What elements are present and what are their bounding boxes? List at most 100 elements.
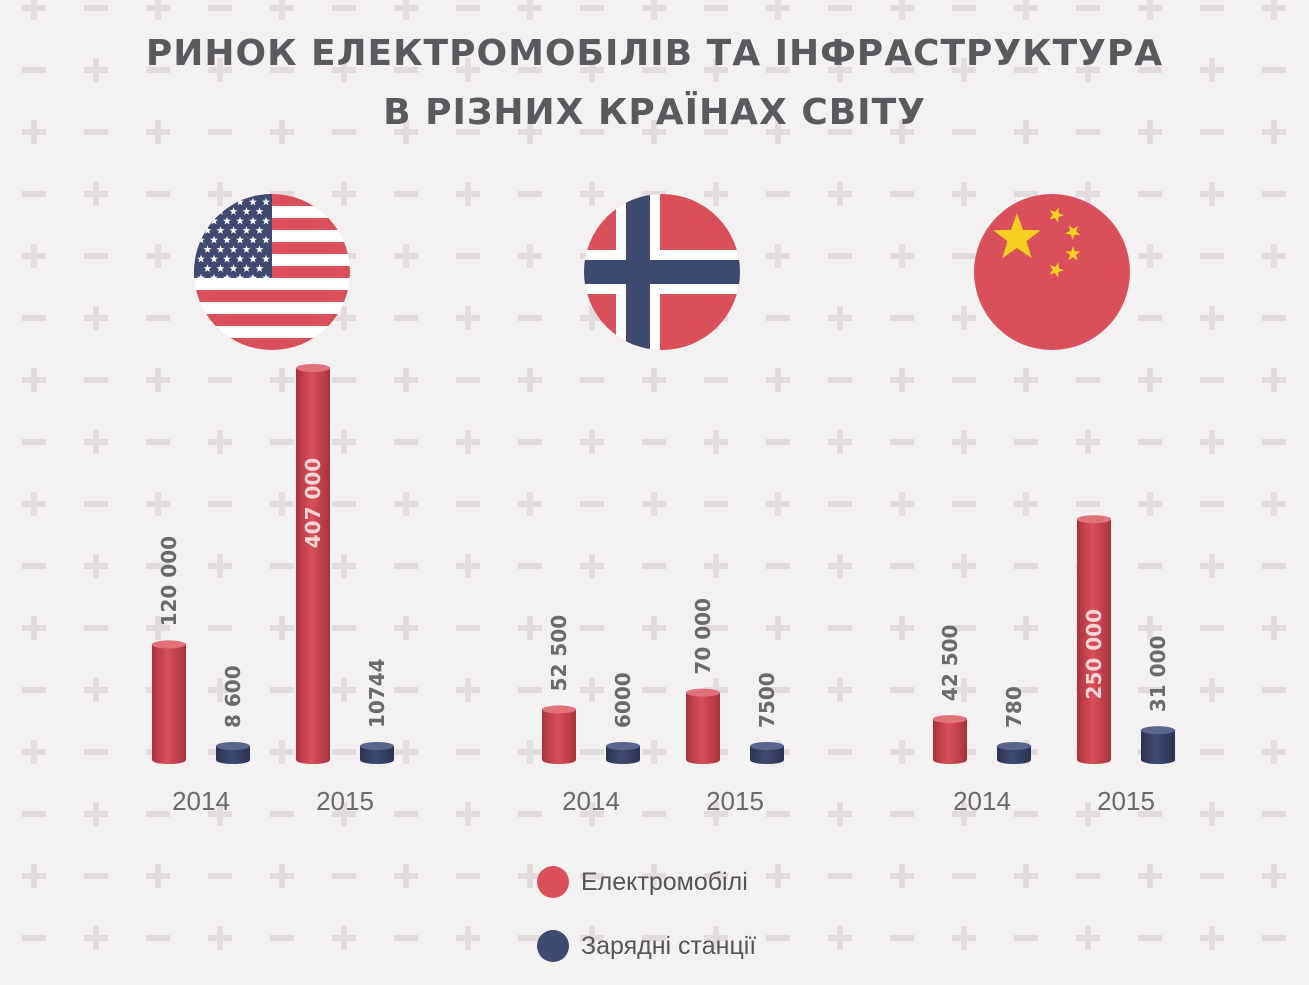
pattern-plus-icon [1014, 864, 1038, 888]
pattern-plus-icon [890, 244, 914, 268]
pattern-plus-icon [270, 368, 294, 392]
pattern-plus-icon [1200, 554, 1224, 578]
pattern-plus-icon [22, 0, 46, 20]
legend-label-ev: Електромобілі [581, 867, 748, 896]
pattern-plus-icon [642, 368, 666, 392]
pattern-plus-icon [704, 926, 728, 950]
pattern-plus-icon [456, 430, 480, 454]
pattern-plus-icon [642, 616, 666, 640]
pattern-plus-icon [1014, 120, 1038, 144]
pattern-plus-icon [84, 306, 108, 330]
year-label: 2015 [316, 786, 374, 816]
norway-flag-icon [584, 194, 740, 350]
pattern-plus-icon [518, 616, 542, 640]
pattern-plus-icon [704, 802, 728, 826]
pattern-plus-icon [22, 244, 46, 268]
pattern-plus-icon [1076, 430, 1100, 454]
pattern-plus-icon [828, 430, 852, 454]
pattern-plus-icon [332, 678, 356, 702]
pattern-plus-icon [146, 864, 170, 888]
pattern-plus-icon [890, 740, 914, 764]
pattern-plus-icon [394, 120, 418, 144]
ev-bar [542, 705, 576, 764]
pattern-plus-icon [952, 182, 976, 206]
pattern-plus-icon [580, 182, 604, 206]
legend-swatch-stations [537, 930, 569, 962]
pattern-plus-icon [1262, 0, 1286, 20]
ev-value-label: 407 000 [301, 458, 325, 548]
pattern-plus-icon [270, 864, 294, 888]
pattern-plus-icon [704, 182, 728, 206]
pattern-plus-icon [22, 616, 46, 640]
stations-bar [1141, 726, 1175, 764]
pattern-plus-icon [22, 492, 46, 516]
pattern-plus-icon [84, 58, 108, 82]
legend-item-ev: Електромобілі [537, 862, 748, 902]
ev-bar [1077, 515, 1111, 764]
pattern-plus-icon [332, 182, 356, 206]
pattern-plus-icon [456, 926, 480, 950]
pattern-plus-icon [518, 244, 542, 268]
pattern-plus-icon [704, 554, 728, 578]
pattern-plus-icon [84, 430, 108, 454]
pattern-plus-icon [270, 120, 294, 144]
ev-bar [933, 715, 967, 764]
pattern-plus-icon [270, 740, 294, 764]
pattern-plus-icon [146, 368, 170, 392]
pattern-plus-icon [1262, 492, 1286, 516]
pattern-plus-icon [394, 492, 418, 516]
pattern-plus-icon [766, 244, 790, 268]
pattern-plus-icon [580, 926, 604, 950]
pattern-plus-icon [952, 306, 976, 330]
pattern-plus-icon [766, 0, 790, 20]
pattern-plus-icon [1200, 802, 1224, 826]
pattern-plus-icon [1014, 0, 1038, 20]
pattern-plus-icon [456, 58, 480, 82]
pattern-plus-icon [642, 864, 666, 888]
pattern-plus-icon [1076, 802, 1100, 826]
stations-value-label: 31 000 [1146, 636, 1170, 713]
pattern-plus-icon [1200, 182, 1224, 206]
year-label: 2014 [953, 786, 1011, 816]
pattern-plus-icon [84, 182, 108, 206]
stations-bar [997, 742, 1031, 764]
pattern-plus-icon [394, 0, 418, 20]
pattern-plus-icon [952, 678, 976, 702]
stations-value-label: 10744 [365, 658, 389, 728]
pattern-plus-icon [828, 802, 852, 826]
pattern-plus-icon [1200, 926, 1224, 950]
pattern-plus-icon [766, 120, 790, 144]
pattern-plus-icon [828, 58, 852, 82]
pattern-plus-icon [766, 864, 790, 888]
pattern-plus-icon [394, 864, 418, 888]
pattern-plus-icon [208, 430, 232, 454]
stations-value-label: 780 [1002, 686, 1026, 728]
chart-title-line-1: РИНОК ЕЛЕКТРОМОБІЛІВ ТА ІНФРАСТРУКТУРА [145, 33, 1164, 74]
pattern-plus-icon [332, 306, 356, 330]
pattern-plus-icon [828, 306, 852, 330]
pattern-plus-icon [1014, 368, 1038, 392]
stations-bar [606, 742, 640, 764]
pattern-plus-icon [642, 740, 666, 764]
pattern-plus-icon [208, 554, 232, 578]
year-label: 2015 [706, 786, 764, 816]
pattern-plus-icon [456, 678, 480, 702]
pattern-plus-icon [84, 678, 108, 702]
pattern-plus-icon [828, 554, 852, 578]
pattern-plus-icon [828, 182, 852, 206]
pattern-plus-icon [828, 678, 852, 702]
pattern-plus-icon [952, 926, 976, 950]
pattern-plus-icon [890, 0, 914, 20]
pattern-plus-icon [642, 0, 666, 20]
pattern-plus-icon [704, 430, 728, 454]
pattern-plus-icon [22, 864, 46, 888]
pattern-plus-icon [1138, 616, 1162, 640]
pattern-plus-icon [208, 182, 232, 206]
pattern-plus-icon [766, 492, 790, 516]
pattern-plus-icon [1262, 740, 1286, 764]
pattern-plus-icon [890, 864, 914, 888]
pattern-plus-icon [580, 430, 604, 454]
pattern-plus-icon [1138, 864, 1162, 888]
pattern-plus-icon [456, 306, 480, 330]
